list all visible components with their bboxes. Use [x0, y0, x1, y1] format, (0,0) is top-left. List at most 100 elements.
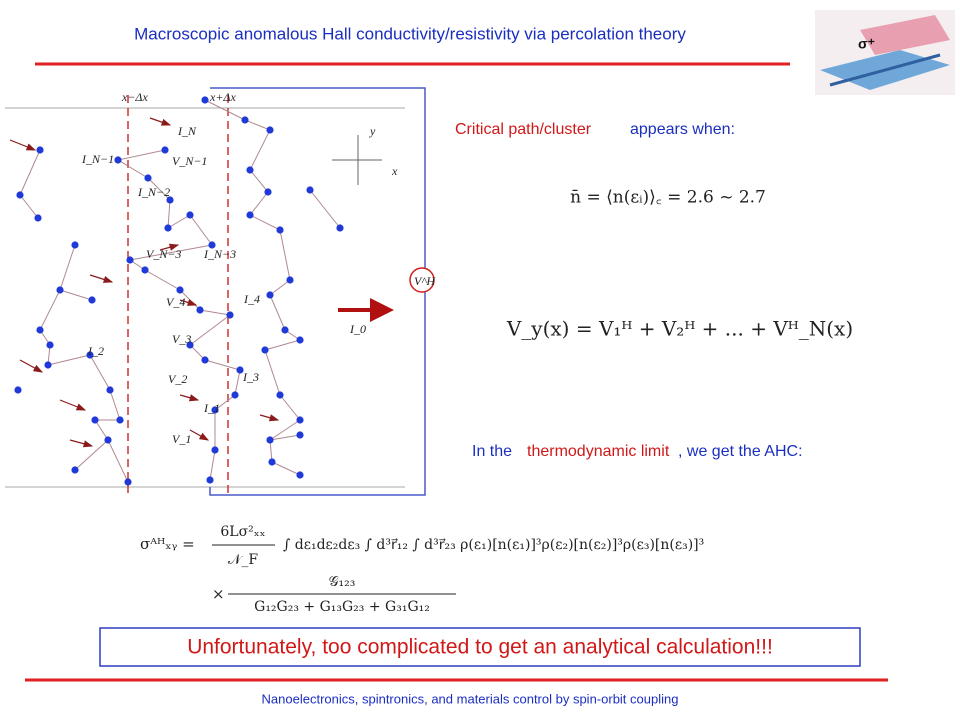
diagram-label: V^H [414, 274, 436, 288]
eq-num: 6Lσ²ₓₓ [220, 524, 265, 540]
site [88, 296, 96, 304]
site [286, 276, 294, 284]
site [71, 241, 79, 249]
thermo-text: In the thermodynamic limit , we get the … [472, 443, 803, 460]
diagram-label: V_N−1 [172, 154, 207, 168]
current-arrow [19, 359, 44, 373]
bond [167, 199, 171, 229]
bond [269, 439, 273, 463]
diagram-label: I_N [177, 124, 197, 138]
diagram-label: I_N−3 [203, 247, 236, 261]
site [141, 266, 149, 274]
equation: n̄ = ⟨n(εᵢ)⟩꜀ = 2.6 ~ 2.7 [570, 188, 766, 208]
site [196, 306, 204, 314]
site [56, 286, 64, 294]
current-arrow [59, 399, 87, 411]
bond [271, 461, 301, 476]
diagram-label: x+Δx [209, 90, 236, 104]
current-arrow [69, 439, 94, 448]
bond [144, 269, 181, 291]
site [164, 224, 172, 232]
site [36, 146, 44, 154]
slide-title: Macroscopic anomalous Hall conductivity/… [134, 24, 686, 43]
current-arrow [259, 414, 280, 422]
bond [269, 294, 286, 331]
percolation-diagram: x−Δx x+Δx I_N I_N−1 V_N−1 I_N−2 V_N−3 I_N−3 V_4 I… [5, 87, 436, 496]
bond [117, 149, 166, 161]
bond [309, 189, 341, 229]
bond [249, 214, 281, 231]
bond [47, 354, 91, 366]
eq-lhs: σᴬᴴₓᵧ = [140, 535, 195, 553]
site [44, 361, 52, 369]
footer: Nanoelectronics, spintronics, and materi… [262, 691, 679, 706]
bond [109, 389, 121, 421]
diagram-label: I_4 [243, 292, 260, 306]
bond [264, 349, 281, 396]
bond [214, 394, 236, 411]
site [266, 291, 274, 299]
site [106, 386, 114, 394]
current-arrow [179, 394, 200, 402]
site [114, 156, 122, 164]
site [16, 191, 24, 199]
diagram-label: x [391, 164, 398, 178]
site [296, 471, 304, 479]
conclusion: Unfortunately, too complicated to get an… [187, 636, 773, 659]
bond [189, 214, 213, 246]
site [14, 386, 22, 394]
diagram-label: V_N−3 [146, 247, 181, 261]
site [144, 174, 152, 182]
diagram-label: V_2 [168, 372, 187, 386]
thermo-before: In the [472, 443, 512, 460]
thermo-highlight: thermodynamic limit [527, 443, 670, 460]
site [91, 416, 99, 424]
site [268, 458, 276, 466]
site [246, 166, 254, 174]
site [236, 366, 244, 374]
current-arrow [89, 274, 114, 283]
bond [209, 449, 216, 481]
site [36, 326, 44, 334]
current-arrow [189, 429, 210, 441]
site [46, 341, 54, 349]
site [276, 391, 284, 399]
diagram-label: I_3 [242, 370, 259, 384]
site [231, 391, 239, 399]
site [241, 116, 249, 124]
bond [204, 359, 241, 371]
icon: σ⁺ [815, 10, 955, 95]
circuit-outline [209, 87, 426, 496]
bond [249, 129, 271, 171]
bond [249, 191, 269, 216]
eq-integrand: ∫ dε₁dε₂dε₃ ∫ d³r⃗₁₂ ∫ d³r⃗₂₃ ρ(ε₁)[n(ε₁… [283, 537, 704, 553]
bond [59, 244, 76, 291]
diagram-label: I_N−1 [81, 152, 114, 166]
bond [94, 419, 109, 441]
thermo-after: , we get the AHC: [678, 443, 803, 460]
diagram-label: V_4 [166, 295, 185, 309]
bond [167, 214, 191, 229]
site [71, 466, 79, 474]
eq-den: G₁₂G₂₃ + G₁₃G₂₃ + G₃₁G₁₂ [254, 599, 430, 615]
site [306, 186, 314, 194]
bond [269, 419, 301, 441]
bond [264, 339, 301, 351]
bond [147, 177, 171, 201]
site [296, 416, 304, 424]
site [266, 436, 274, 444]
site [166, 196, 174, 204]
site [211, 446, 219, 454]
current-arrow [149, 117, 172, 126]
bond [269, 279, 291, 296]
site [186, 341, 194, 349]
bond [39, 289, 61, 331]
site [211, 406, 219, 414]
diagram-label: I_1 [203, 401, 220, 415]
bond [189, 314, 231, 346]
diagram-label: x−Δx [121, 90, 148, 104]
site [264, 188, 272, 196]
site [116, 416, 124, 424]
bond [244, 119, 271, 131]
site [276, 226, 284, 234]
